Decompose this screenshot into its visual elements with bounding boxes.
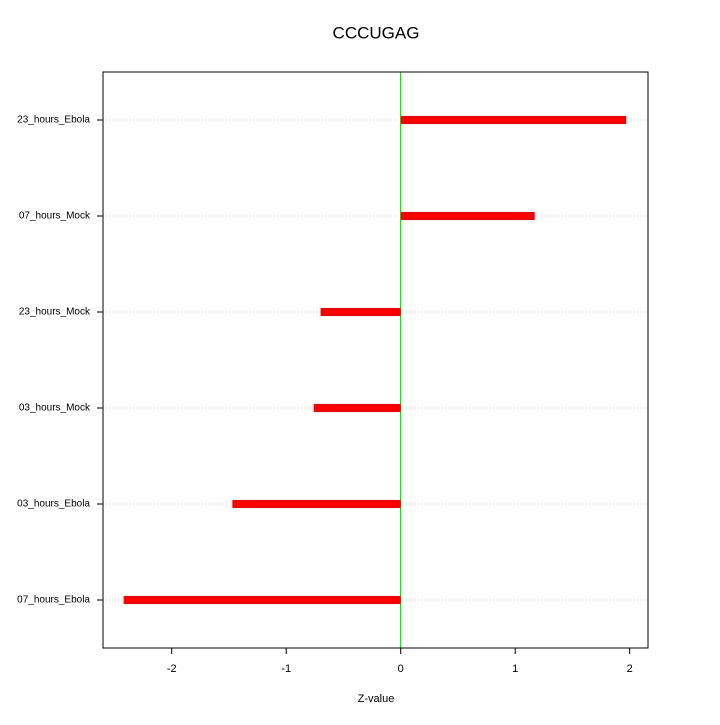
x-tick-label: 2 — [627, 663, 633, 675]
plot-frame — [102, 71, 649, 649]
y-tick-label: 07_hours_Mock — [19, 211, 91, 222]
x-tick-label: 0 — [398, 663, 404, 675]
x-axis-label: Z-value — [358, 693, 395, 705]
bar — [123, 596, 401, 604]
x-tick-label: -2 — [167, 663, 177, 675]
bar — [400, 116, 627, 124]
y-tick-label: 03_hours_Mock — [19, 403, 91, 414]
chart-title: CCCUGAG — [333, 23, 420, 42]
y-tick-label: 07_hours_Ebola — [17, 595, 90, 606]
x-tick-label: 1 — [512, 663, 518, 675]
y-tick-label: 03_hours_Ebola — [17, 499, 90, 510]
y-tick-label: 23_hours_Ebola — [17, 115, 90, 126]
x-tick-label: -1 — [281, 663, 291, 675]
bar — [400, 212, 535, 220]
bar — [232, 500, 401, 508]
y-tick-label: 23_hours_Mock — [19, 307, 91, 318]
bar — [313, 404, 401, 412]
bar — [320, 308, 401, 316]
